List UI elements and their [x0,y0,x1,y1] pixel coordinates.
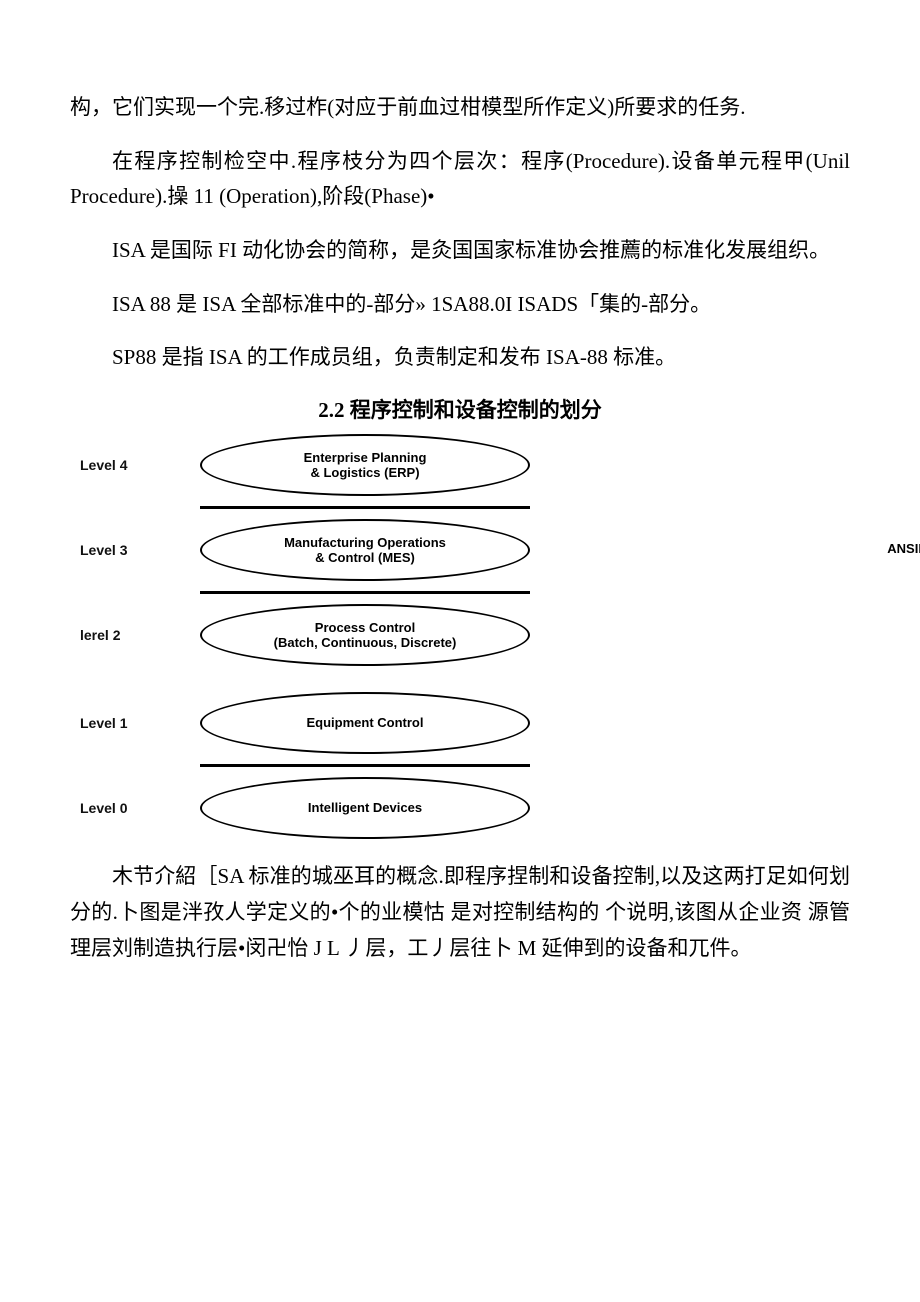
level2-line1: Process Control [315,620,415,636]
level-label-4: Level 4 [80,457,170,473]
level-ellipse-4: Enterprise Planning & Logistics (ERP) [200,434,530,496]
level-ellipse-0: Intelligent Devices [200,777,530,839]
level-row-3: Level 3 Manufacturing Operations & Contr… [80,519,840,581]
paragraph-3: ISA 是国际 FI 动化协会的简称，是灸国国家标准协会推薦的标准化发展组织。 [70,233,850,269]
level3-line1: Manufacturing Operations [284,535,446,551]
level-label-3: Level 3 [80,542,170,558]
level-row-0: Level 0 Intelligent Devices [80,777,840,839]
level-row-4: Level 4 Enterprise Planning & Logistics … [80,434,840,496]
level-ellipse-3: Manufacturing Operations & Control (MES) [200,519,530,581]
level4-line2: & Logistics (ERP) [310,465,419,481]
side-label-top: ANSIISA [887,541,920,556]
level-label-2: lerel 2 [80,627,170,643]
level-row-2: lerel 2 Process Control (Batch, Continuo… [80,604,840,666]
paragraph-6: 木节介紹［SA 标准的城巫耳的概念.即程序捏制和设备控制,以及这两打足如何划 分… [70,859,850,966]
paragraph-4: ISA 88 是 ISA 全部标准中的-部分» 1SA88.0I ISADS「集… [70,287,850,323]
level2-line2: (Batch, Continuous, Discrete) [274,635,457,651]
level-label-1: Level 1 [80,715,170,731]
section-heading: 2.2 程序控制和设备控制的划分 [70,394,850,424]
level1-line1: Equipment Control [307,715,424,731]
level-ellipse-1: Equipment Control [200,692,530,754]
divider-1 [200,506,530,509]
paragraph-1: 构，它们实现一个完.移过柞(对应于前血过柑模型所作定义)所要求的任务. [70,90,850,126]
divider-3 [200,764,530,767]
divider-2 [200,591,530,594]
paragraph-5: SP88 是指 ISA 的工作成员组，负责制定和发布 ISA-88 标准。 [70,340,850,376]
paragraph-2: 在程序控制检空中.程序枝分为四个层次：程序(Procedure).设备单元程甲(… [70,144,850,215]
level-ellipse-2: Process Control (Batch, Continuous, Disc… [200,604,530,666]
level-label-0: Level 0 [80,800,170,816]
hierarchy-diagram: Level 4 Enterprise Planning & Logistics … [80,434,840,839]
level0-line1: Intelligent Devices [308,800,422,816]
level-row-1: Level 1 Equipment Control [80,692,840,754]
level4-line1: Enterprise Planning [304,450,427,466]
level3-line2: & Control (MES) [315,550,415,566]
